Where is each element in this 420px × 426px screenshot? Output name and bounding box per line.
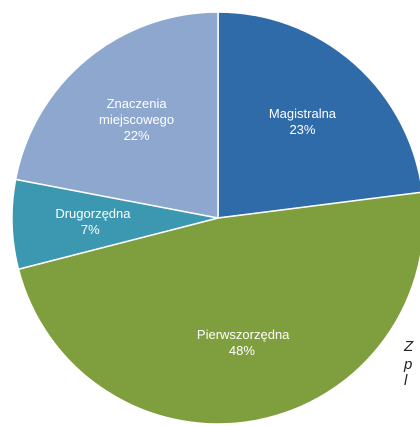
category-name: Znaczenia miejscowego xyxy=(99,95,175,127)
category-name: Drugorzędna xyxy=(55,206,131,221)
side-text: p xyxy=(404,356,413,373)
slice-label: Magistralna 23% xyxy=(257,106,347,138)
category-name: Pierwszorzędna xyxy=(196,327,290,343)
slice-label: Pierwszorzędna 48% xyxy=(196,327,290,359)
pie-slice xyxy=(14,11,219,219)
side-text: l xyxy=(404,372,408,389)
percent-label: 23% xyxy=(289,122,316,138)
slice-label: Znaczenia miejscowego 22% xyxy=(92,96,182,144)
percent-label: 48% xyxy=(228,343,255,359)
pie-slice xyxy=(217,11,420,219)
percent-label: 7% xyxy=(80,222,100,237)
slice-label: Drugorzędna 7% xyxy=(55,206,131,238)
percent-label: 22% xyxy=(123,127,150,143)
side-text: Z xyxy=(404,338,414,355)
category-name: Magistralna xyxy=(268,106,337,122)
pie-slice xyxy=(17,191,420,425)
